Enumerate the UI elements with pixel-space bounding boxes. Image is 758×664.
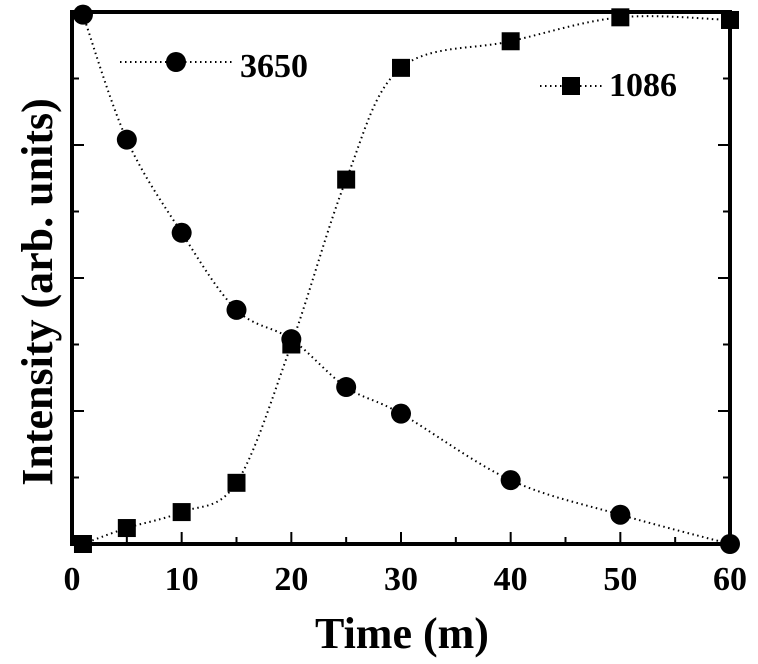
plot-frame — [70, 10, 732, 546]
x-tick-label-20: 20 — [274, 561, 308, 598]
point-3650-5 — [116, 129, 137, 150]
fit-lines-layer — [82, 14, 731, 545]
x-tick-label-10: 10 — [165, 561, 199, 598]
legend-label-1086: 1086 — [609, 67, 677, 104]
legend-marker-3650 — [166, 52, 186, 72]
point-1086-5 — [117, 519, 136, 538]
point-3650-40 — [500, 470, 521, 491]
x-tick-label-0: 0 — [64, 561, 81, 598]
legend-label-3650: 3650 — [240, 48, 308, 85]
y-axis-title: Intensity (arb. units) — [13, 98, 62, 486]
point-3650-60 — [720, 534, 740, 554]
point-3650-50 — [610, 504, 631, 525]
x-tick-labels: 0 10 20 30 40 50 60 — [64, 561, 748, 598]
x-tick-label-60: 60 — [713, 561, 747, 598]
markers-layer — [72, 4, 740, 554]
point-1086-1 — [73, 535, 92, 553]
point-1086-40 — [501, 32, 520, 51]
point-3650-25 — [336, 377, 357, 398]
point-3650-30 — [391, 403, 411, 424]
point-3650-15 — [226, 299, 247, 320]
point-3650-10 — [171, 222, 192, 243]
ticks-layer — [71, 77, 731, 544]
point-1086-50 — [611, 8, 630, 27]
x-tick-label-50: 50 — [603, 561, 637, 598]
point-3650-1 — [72, 4, 93, 25]
point-1086-20 — [282, 335, 301, 354]
series-line-1086 — [82, 15, 731, 545]
x-axis-title: Time (m) — [315, 609, 489, 658]
point-1086-25 — [337, 170, 356, 189]
point-1086-60 — [721, 10, 739, 29]
x-tick-label-30: 30 — [384, 561, 418, 598]
legend: 3650 1086 — [120, 48, 677, 104]
x-tick-label-40: 40 — [494, 561, 528, 598]
point-1086-15 — [227, 473, 246, 492]
legend-marker-1086 — [562, 77, 580, 95]
point-1086-10 — [172, 503, 191, 522]
point-1086-30 — [392, 58, 410, 77]
